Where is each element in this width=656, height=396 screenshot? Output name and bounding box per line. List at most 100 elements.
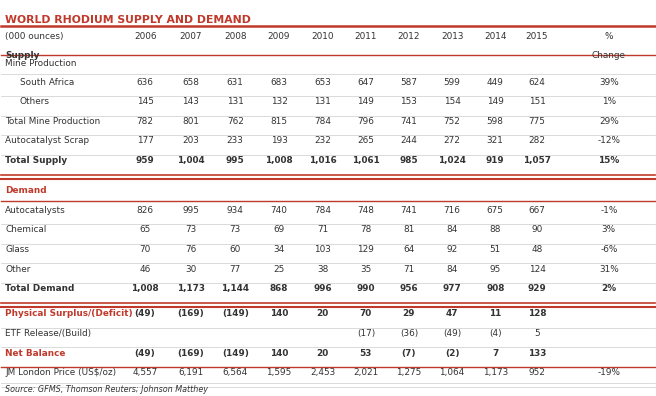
Text: 995: 995	[182, 206, 199, 215]
Text: 34: 34	[274, 245, 285, 254]
Text: 140: 140	[270, 309, 288, 318]
Text: Demand: Demand	[5, 187, 47, 196]
Text: Other: Other	[5, 265, 31, 274]
Text: Others: Others	[20, 97, 50, 106]
Text: 177: 177	[136, 137, 154, 145]
Text: 124: 124	[529, 265, 546, 274]
Text: 598: 598	[487, 117, 504, 126]
Text: 868: 868	[270, 284, 288, 293]
Text: Autocatalysts: Autocatalysts	[5, 206, 66, 215]
Text: 149: 149	[487, 97, 504, 106]
Text: Mine Production: Mine Production	[5, 59, 77, 68]
Text: 2010: 2010	[312, 32, 334, 41]
Text: 193: 193	[270, 137, 287, 145]
Text: 265: 265	[358, 137, 375, 145]
Text: 321: 321	[487, 137, 504, 145]
Text: 2%: 2%	[602, 284, 617, 293]
Text: 653: 653	[314, 78, 331, 87]
Text: 4,557: 4,557	[133, 368, 157, 377]
Text: 929: 929	[527, 284, 546, 293]
Text: -1%: -1%	[600, 206, 617, 215]
Text: 60: 60	[230, 245, 241, 254]
Text: 203: 203	[182, 137, 199, 145]
Text: 2006: 2006	[134, 32, 156, 41]
Text: (49): (49)	[443, 329, 461, 338]
Text: Glass: Glass	[5, 245, 30, 254]
Text: 69: 69	[274, 225, 285, 234]
Text: (36): (36)	[400, 329, 418, 338]
Text: 131: 131	[227, 97, 243, 106]
Text: Total Demand: Total Demand	[5, 284, 75, 293]
Text: 1,008: 1,008	[131, 284, 159, 293]
Text: 78: 78	[360, 225, 371, 234]
Text: 133: 133	[528, 348, 546, 358]
Text: 76: 76	[185, 245, 196, 254]
Text: 740: 740	[270, 206, 287, 215]
Text: 11: 11	[489, 309, 501, 318]
Text: 70: 70	[140, 245, 151, 254]
Text: Source: GFMS, Thomson Reuters; Johnson Matthey: Source: GFMS, Thomson Reuters; Johnson M…	[5, 385, 209, 394]
Text: ETF Release/(Build): ETF Release/(Build)	[5, 329, 91, 338]
Text: WORLD RHODIUM SUPPLY AND DEMAND: WORLD RHODIUM SUPPLY AND DEMAND	[5, 15, 251, 25]
Text: 103: 103	[314, 245, 331, 254]
Text: 741: 741	[401, 206, 417, 215]
Text: 2014: 2014	[484, 32, 506, 41]
Text: 77: 77	[230, 265, 241, 274]
Text: 995: 995	[226, 156, 245, 165]
Text: (000 ounces): (000 ounces)	[5, 32, 64, 41]
Text: (149): (149)	[222, 309, 249, 318]
Text: 2008: 2008	[224, 32, 247, 41]
Text: 762: 762	[227, 117, 243, 126]
Text: 675: 675	[487, 206, 504, 215]
Text: 95: 95	[489, 265, 501, 274]
Text: 782: 782	[136, 117, 154, 126]
Text: 15%: 15%	[598, 156, 619, 165]
Text: 154: 154	[443, 97, 461, 106]
Text: 449: 449	[487, 78, 504, 87]
Text: (7): (7)	[401, 348, 417, 358]
Text: 149: 149	[358, 97, 375, 106]
Text: -12%: -12%	[598, 137, 621, 145]
Text: Autocatalyst Scrap: Autocatalyst Scrap	[5, 137, 89, 145]
Text: (49): (49)	[134, 348, 155, 358]
Text: 1,016: 1,016	[309, 156, 337, 165]
Text: 153: 153	[401, 97, 417, 106]
Text: 956: 956	[400, 284, 419, 293]
Text: 934: 934	[227, 206, 243, 215]
Text: 6,191: 6,191	[178, 368, 203, 377]
Text: 47: 47	[446, 309, 459, 318]
Text: 1,024: 1,024	[438, 156, 466, 165]
Text: 1%: 1%	[602, 97, 616, 106]
Text: 775: 775	[529, 117, 546, 126]
Text: 25: 25	[274, 265, 285, 274]
Text: 29: 29	[403, 309, 415, 318]
Text: 84: 84	[447, 225, 458, 234]
Text: 1,064: 1,064	[440, 368, 464, 377]
Text: Total Mine Production: Total Mine Production	[5, 117, 100, 126]
Text: 752: 752	[443, 117, 461, 126]
Text: 2013: 2013	[441, 32, 463, 41]
Text: 51: 51	[489, 245, 501, 254]
Text: (169): (169)	[178, 309, 204, 318]
Text: 2011: 2011	[355, 32, 377, 41]
Text: 741: 741	[401, 117, 417, 126]
Text: Physical Surplus/(Deficit): Physical Surplus/(Deficit)	[5, 309, 133, 318]
Text: 282: 282	[529, 137, 546, 145]
Text: 90: 90	[531, 225, 543, 234]
Text: 683: 683	[270, 78, 287, 87]
Text: 1,057: 1,057	[523, 156, 551, 165]
Text: (149): (149)	[222, 348, 249, 358]
Text: 46: 46	[140, 265, 151, 274]
Text: 244: 244	[401, 137, 417, 145]
Text: 815: 815	[270, 117, 287, 126]
Text: 784: 784	[314, 206, 331, 215]
Text: 129: 129	[358, 245, 375, 254]
Text: 1,275: 1,275	[396, 368, 422, 377]
Text: 128: 128	[528, 309, 546, 318]
Text: 3%: 3%	[602, 225, 616, 234]
Text: 88: 88	[489, 225, 501, 234]
Text: 73: 73	[230, 225, 241, 234]
Text: 48: 48	[531, 245, 543, 254]
Text: 1,144: 1,144	[221, 284, 249, 293]
Text: 1,008: 1,008	[265, 156, 293, 165]
